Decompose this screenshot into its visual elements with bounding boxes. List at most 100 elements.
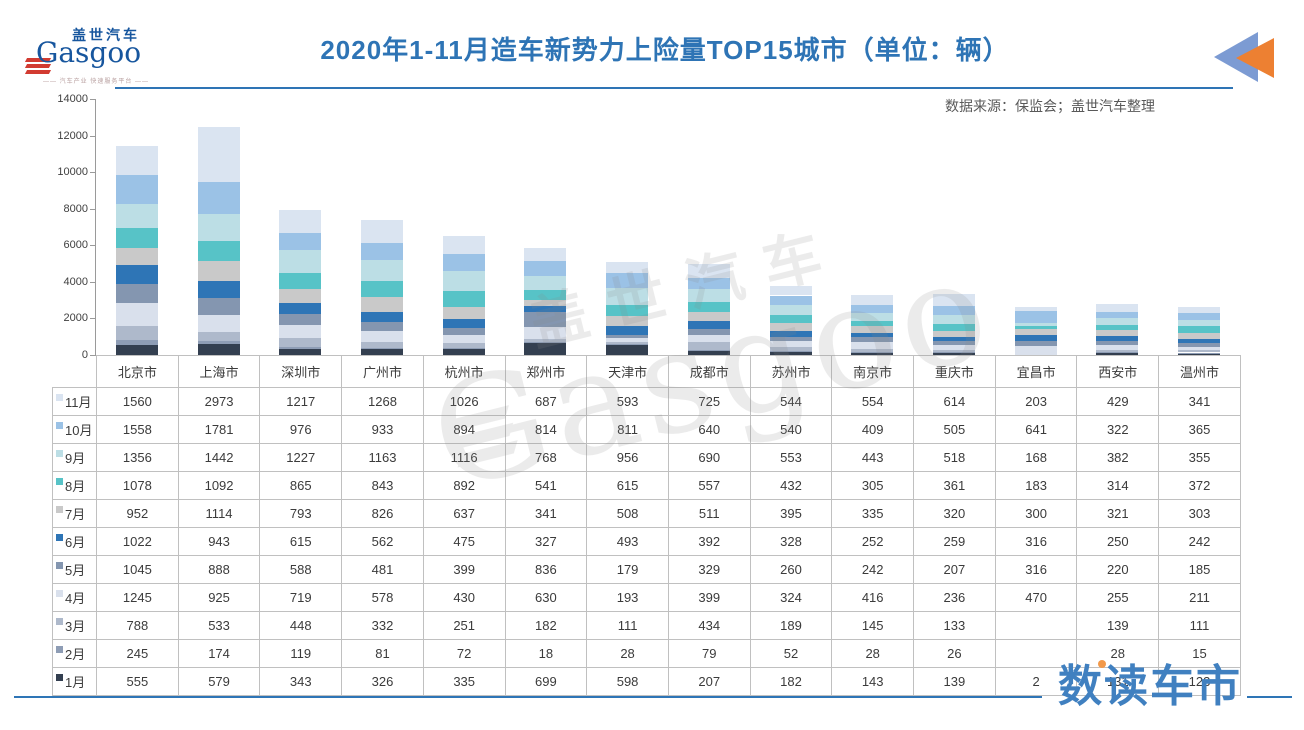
table-cell: 768 xyxy=(504,443,588,472)
bar-segment-1月 xyxy=(442,348,485,355)
table-cell: 544 xyxy=(749,387,833,416)
table-row-4月: 4月 1245 925 719 578 430 630 193 399 324 416 236 470 2… xyxy=(52,583,1241,612)
bar-segment-7月 xyxy=(1014,329,1057,335)
bar-segment-11月 xyxy=(851,295,894,306)
table-cell: 341 xyxy=(1158,387,1241,416)
table-cell: 1245 xyxy=(96,583,179,612)
table-cell: 355 xyxy=(1158,443,1241,472)
city-header-cell: 宜昌市 xyxy=(994,355,1078,388)
bar-segment-6月 xyxy=(687,321,730,329)
bar-segment-5月 xyxy=(361,322,403,331)
bar-segment-2月 xyxy=(606,343,649,345)
bar-segment-9月 xyxy=(279,250,322,273)
table-cell: 242 xyxy=(831,555,915,584)
table-cell: 131 xyxy=(1076,667,1160,696)
bar-segment-8月 xyxy=(1096,324,1139,331)
table-cell: 111 xyxy=(586,611,669,640)
watermark-orange-dot-icon xyxy=(1098,660,1106,668)
table-row-1月: 1月 555 579 343 326 335 699 598 207 182 143 139 2 131 1… xyxy=(52,667,1241,696)
y-axis-tick-mark xyxy=(90,208,95,210)
table-cell: 18 xyxy=(504,639,588,668)
bar-segment-11月 xyxy=(279,210,322,233)
table-cell: 555 xyxy=(96,667,179,696)
legend-color-icon xyxy=(56,506,63,513)
bar-segment-7月 xyxy=(1178,333,1221,339)
bar-深圳市 xyxy=(279,99,322,355)
bar-segment-10月 xyxy=(115,175,158,204)
legend-color-icon xyxy=(56,534,63,541)
table-cell: 300 xyxy=(994,499,1078,528)
y-axis-tick-mark xyxy=(90,135,95,137)
bar-segment-11月 xyxy=(933,294,975,306)
bar-segment-4月 xyxy=(1096,344,1139,350)
bar-segment-7月 xyxy=(687,312,730,322)
bar-天津市 xyxy=(606,99,649,355)
bar-segment-6月 xyxy=(851,332,894,338)
table-cell: 598 xyxy=(586,667,669,696)
table-cell: 843 xyxy=(341,471,424,500)
bar-segment-4月 xyxy=(933,345,975,350)
bar-郑州市 xyxy=(524,99,567,355)
legend-color-icon xyxy=(56,618,63,625)
table-cell: 15 xyxy=(1158,639,1241,668)
table-cell: 511 xyxy=(667,499,751,528)
table-cell: 182 xyxy=(504,611,588,640)
shudu-cheshi-watermark: 数读车市 xyxy=(1058,662,1242,711)
table-cell: 1356 xyxy=(96,443,179,472)
bar-segment-4月 xyxy=(279,325,322,339)
table-cell: 554 xyxy=(831,387,915,416)
bar-segment-1月 xyxy=(524,342,567,355)
bar-segment-10月 xyxy=(1014,311,1057,323)
bar-segment-10月 xyxy=(197,181,240,215)
bar-segment-7月 xyxy=(851,326,894,333)
bar-温州市 xyxy=(1178,99,1221,355)
table-cell: 329 xyxy=(667,555,751,584)
table-cell: 952 xyxy=(96,499,179,528)
bar-segment-11月 xyxy=(1096,303,1139,312)
table-cell: 1217 xyxy=(259,387,343,416)
y-axis-tick-label: 0 xyxy=(81,349,88,361)
y-axis-tick-label: 10000 xyxy=(57,166,88,179)
bar-segment-7月 xyxy=(606,316,649,326)
bar-segment-1月 xyxy=(279,348,322,355)
table-cell: 836 xyxy=(504,555,588,584)
table-cell: 1078 xyxy=(96,471,179,500)
page-title: 2020年1-11月造车新势力上险量TOP15城市（单位：辆） xyxy=(320,35,1010,65)
bar-segment-10月 xyxy=(524,260,567,276)
table-cell: 1022 xyxy=(96,527,179,556)
bar-segment-3月 xyxy=(115,325,158,341)
bar-segment-1月 xyxy=(1178,352,1221,355)
bar-segment-5月 xyxy=(524,311,567,328)
bar-segment-8月 xyxy=(442,291,485,308)
bar-segment-4月 xyxy=(442,335,485,343)
table-cell: 372 xyxy=(1158,471,1241,500)
table-cell: 630 xyxy=(504,583,588,612)
bar-segment-11月 xyxy=(115,146,158,175)
city-header-cell: 苏州市 xyxy=(749,355,833,388)
table-cell: 314 xyxy=(1076,471,1160,500)
table-cell: 179 xyxy=(586,555,669,584)
bar-segment-9月 xyxy=(1096,317,1139,325)
table-cell: 119 xyxy=(259,639,343,668)
bar-segment-8月 xyxy=(1178,326,1221,334)
table-cell: 493 xyxy=(586,527,669,556)
table-row-8月: 8月 1078 1092 865 843 892 541 615 557 432 305 361 183… xyxy=(52,471,1241,500)
table-cell: 168 xyxy=(994,443,1078,472)
table-cell: 320 xyxy=(913,499,996,528)
table-cell: 475 xyxy=(422,527,506,556)
table-corner-cell xyxy=(52,355,97,388)
table-cell: 888 xyxy=(177,555,261,584)
table-cell: 28 xyxy=(586,639,669,668)
legend-color-icon xyxy=(56,674,63,681)
table-cell: 252 xyxy=(831,527,915,556)
city-header-cell: 南京市 xyxy=(831,355,915,388)
table-cell: 588 xyxy=(259,555,343,584)
bar-segment-9月 xyxy=(197,214,240,241)
logo-tagline: —— 汽车产业 快速服务平台 —— xyxy=(42,79,149,85)
title-underline xyxy=(115,87,1233,89)
bar-segment-1月 xyxy=(933,352,975,355)
bar-segment-9月 xyxy=(606,287,649,306)
bar-segment-9月 xyxy=(687,289,730,302)
bar-segment-3月 xyxy=(279,338,322,347)
